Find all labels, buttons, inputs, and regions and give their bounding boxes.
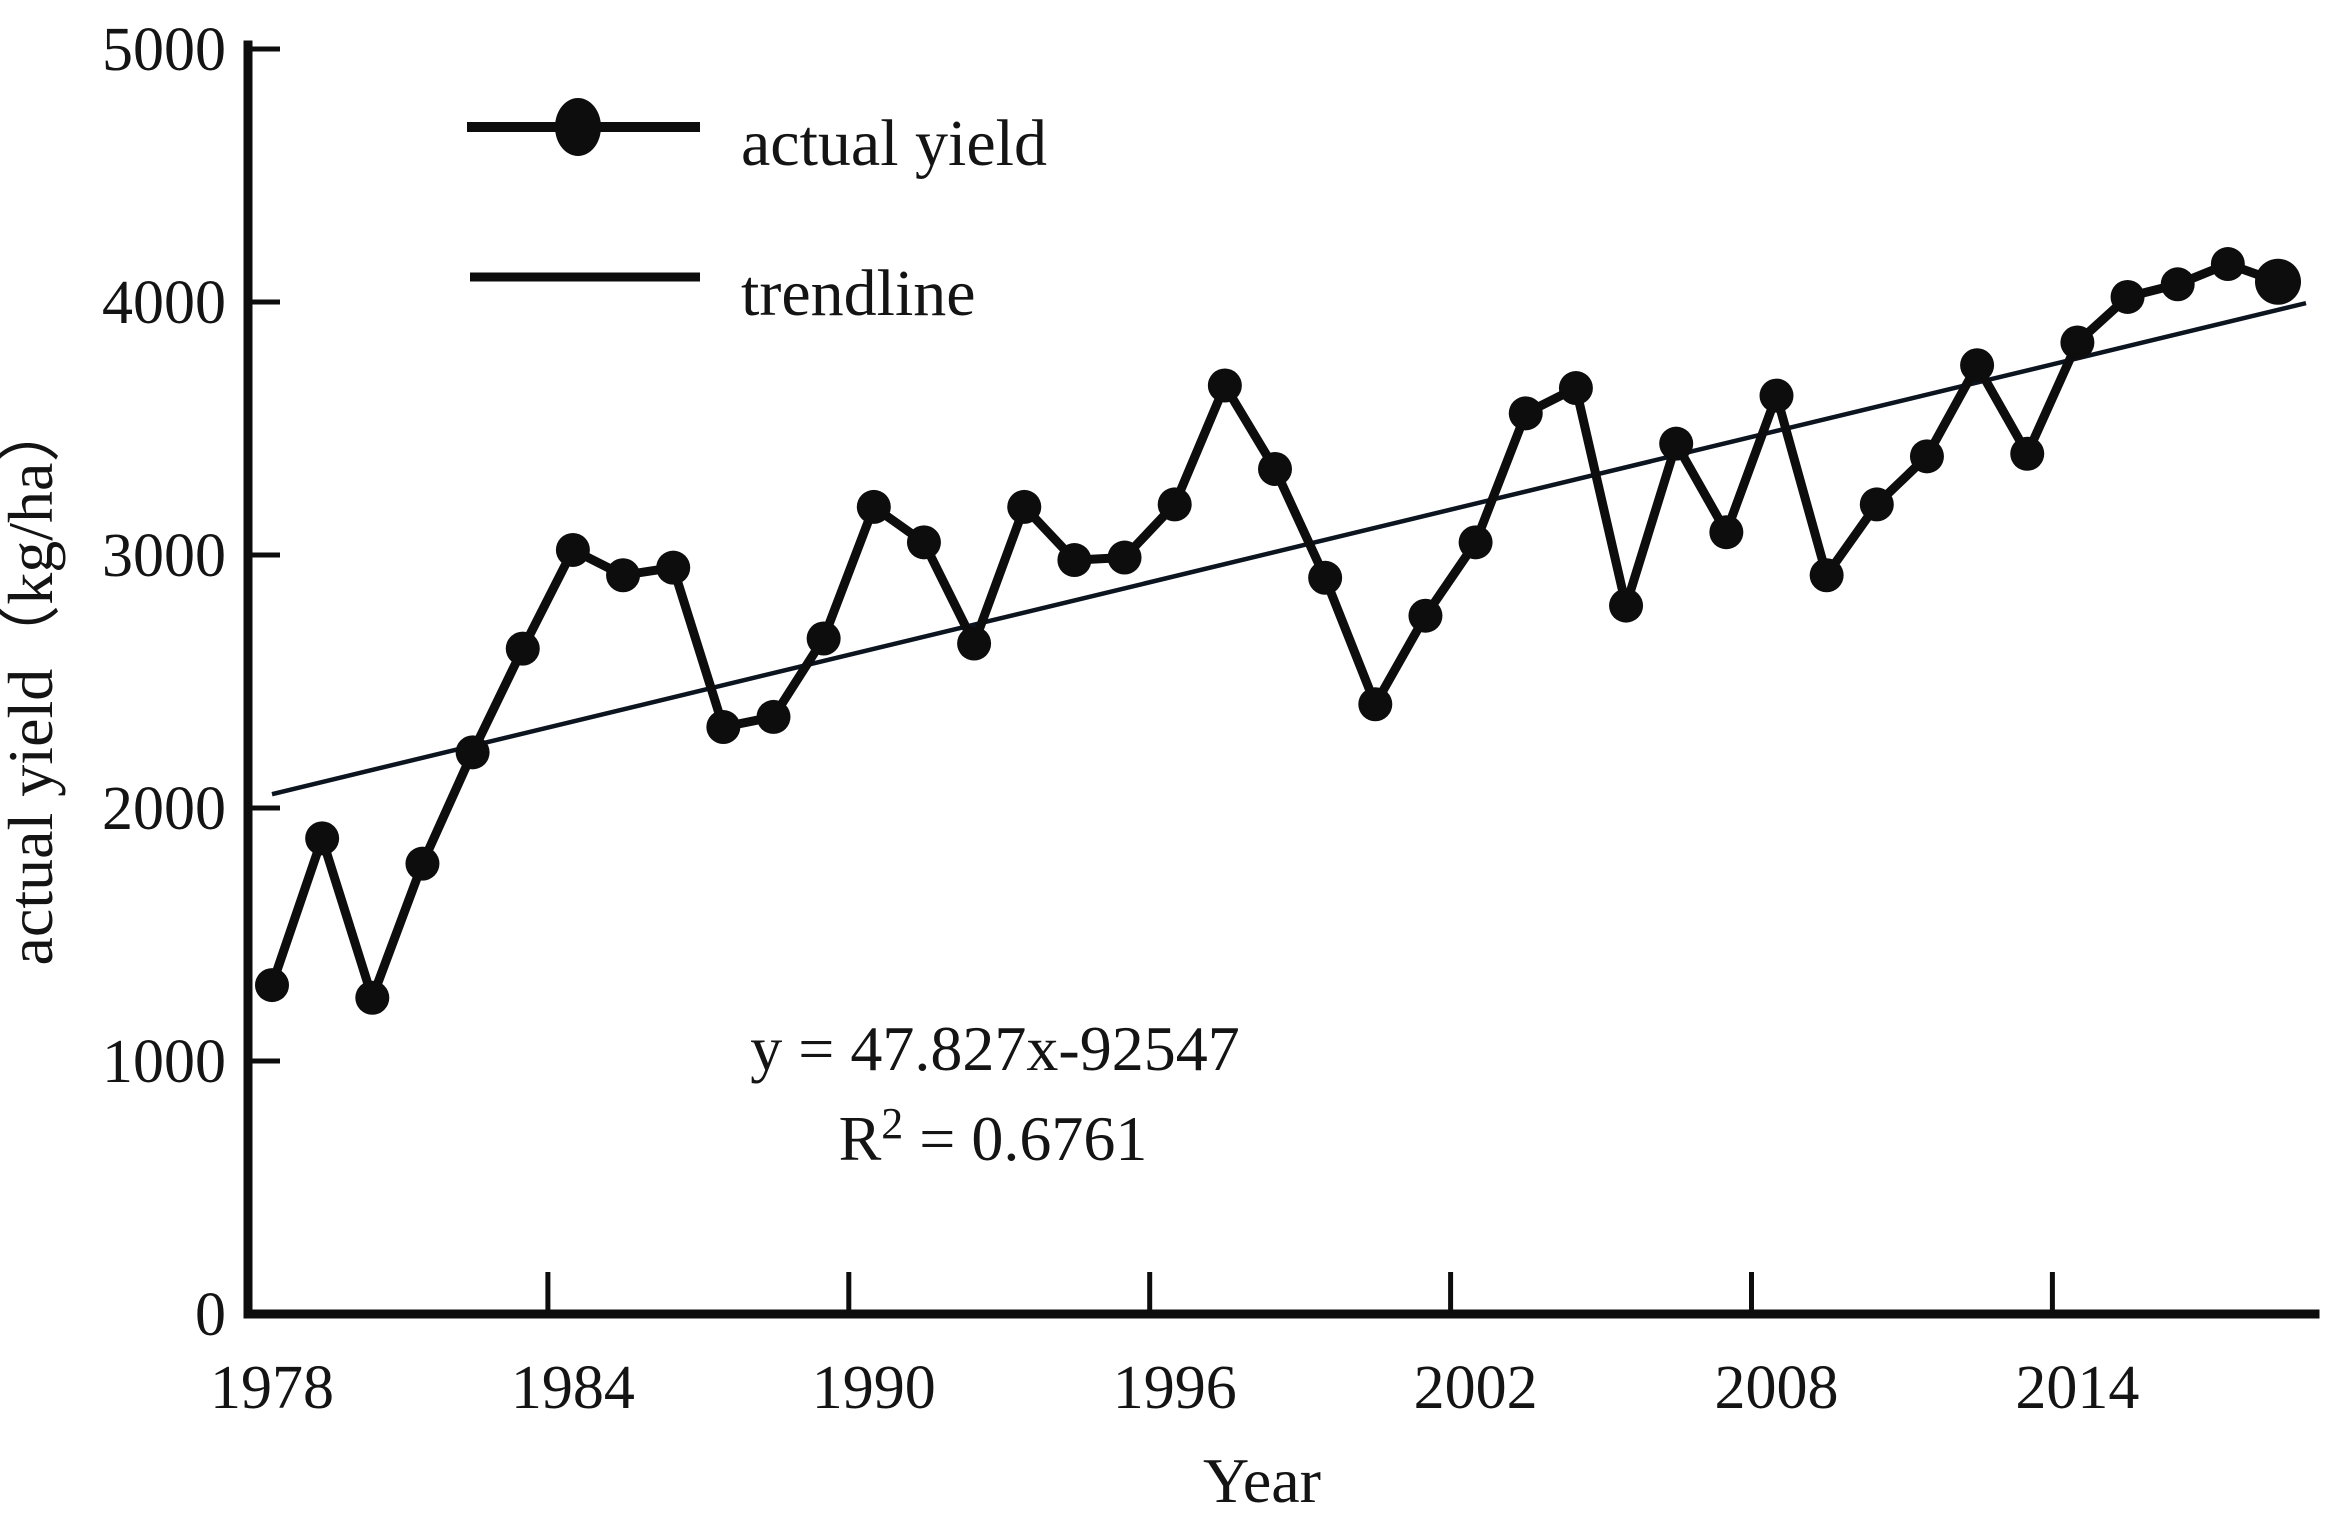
data-point	[1759, 378, 1794, 413]
data-point	[2210, 247, 2245, 282]
data-point	[1157, 487, 1192, 522]
x-tick-label: 1996	[1113, 1354, 1237, 1422]
data-point	[1458, 525, 1493, 560]
y-tick-label: 2000	[102, 775, 226, 843]
x-tick-label: 1984	[511, 1354, 635, 1422]
data-point	[1007, 489, 1042, 524]
data-point	[255, 968, 289, 1003]
legend-actual-yield-marker	[555, 98, 601, 156]
data-point	[1408, 598, 1443, 633]
y-tick-label: 3000	[102, 522, 226, 590]
x-tick-label: 1978	[210, 1354, 334, 1422]
y-tick-label: 0	[195, 1281, 226, 1349]
data-point	[1909, 439, 1944, 474]
data-point	[555, 532, 590, 567]
data-point	[2010, 436, 2045, 471]
data-point	[405, 846, 440, 881]
data-point	[1258, 451, 1292, 486]
data-point	[906, 525, 941, 560]
data-point	[957, 626, 992, 661]
data-point	[455, 735, 490, 770]
data-point	[1859, 487, 1894, 522]
r-squared-value: R2 = 0.6761	[839, 1099, 1148, 1174]
data-point	[2110, 279, 2145, 314]
data-point	[1558, 371, 1593, 406]
data-point	[1609, 588, 1644, 623]
data-point	[1207, 368, 1242, 403]
y-axis-title: actual yield（kg/ha）	[0, 399, 66, 966]
y-tick-label: 5000	[102, 16, 226, 84]
data-point	[2255, 258, 2301, 305]
data-point	[2160, 267, 2195, 302]
x-tick-label: 2008	[1715, 1354, 1839, 1422]
data-point	[355, 980, 390, 1015]
x-axis-title: Year	[1203, 1445, 1321, 1516]
x-tick-label: 2002	[1414, 1354, 1538, 1422]
data-point	[1508, 396, 1543, 431]
data-point	[1057, 543, 1092, 578]
data-point	[806, 621, 841, 656]
legend-actual-yield-label: actual yield	[741, 107, 1047, 180]
x-tick-label: 2014	[2015, 1354, 2139, 1422]
trendline-equation: y = 47.827x-92547	[750, 1013, 1239, 1084]
data-point	[2060, 325, 2095, 360]
data-point	[756, 699, 791, 734]
data-point	[1358, 687, 1393, 722]
data-point	[305, 821, 340, 856]
data-point	[606, 558, 641, 593]
data-point	[656, 550, 691, 585]
legend-trendline-label: trendline	[741, 257, 976, 330]
y-tick-label: 1000	[102, 1028, 226, 1096]
data-point	[1107, 540, 1142, 575]
data-point	[1659, 426, 1694, 461]
x-tick-label: 1990	[812, 1354, 936, 1422]
data-point	[1709, 515, 1744, 550]
data-point	[706, 710, 741, 745]
axes-spine	[243, 40, 2320, 1319]
data-point	[505, 631, 540, 666]
data-point	[1308, 560, 1343, 595]
data-point	[856, 489, 891, 524]
y-tick-label: 4000	[102, 269, 226, 337]
data-point	[1809, 558, 1844, 593]
data-point	[1960, 348, 1995, 383]
